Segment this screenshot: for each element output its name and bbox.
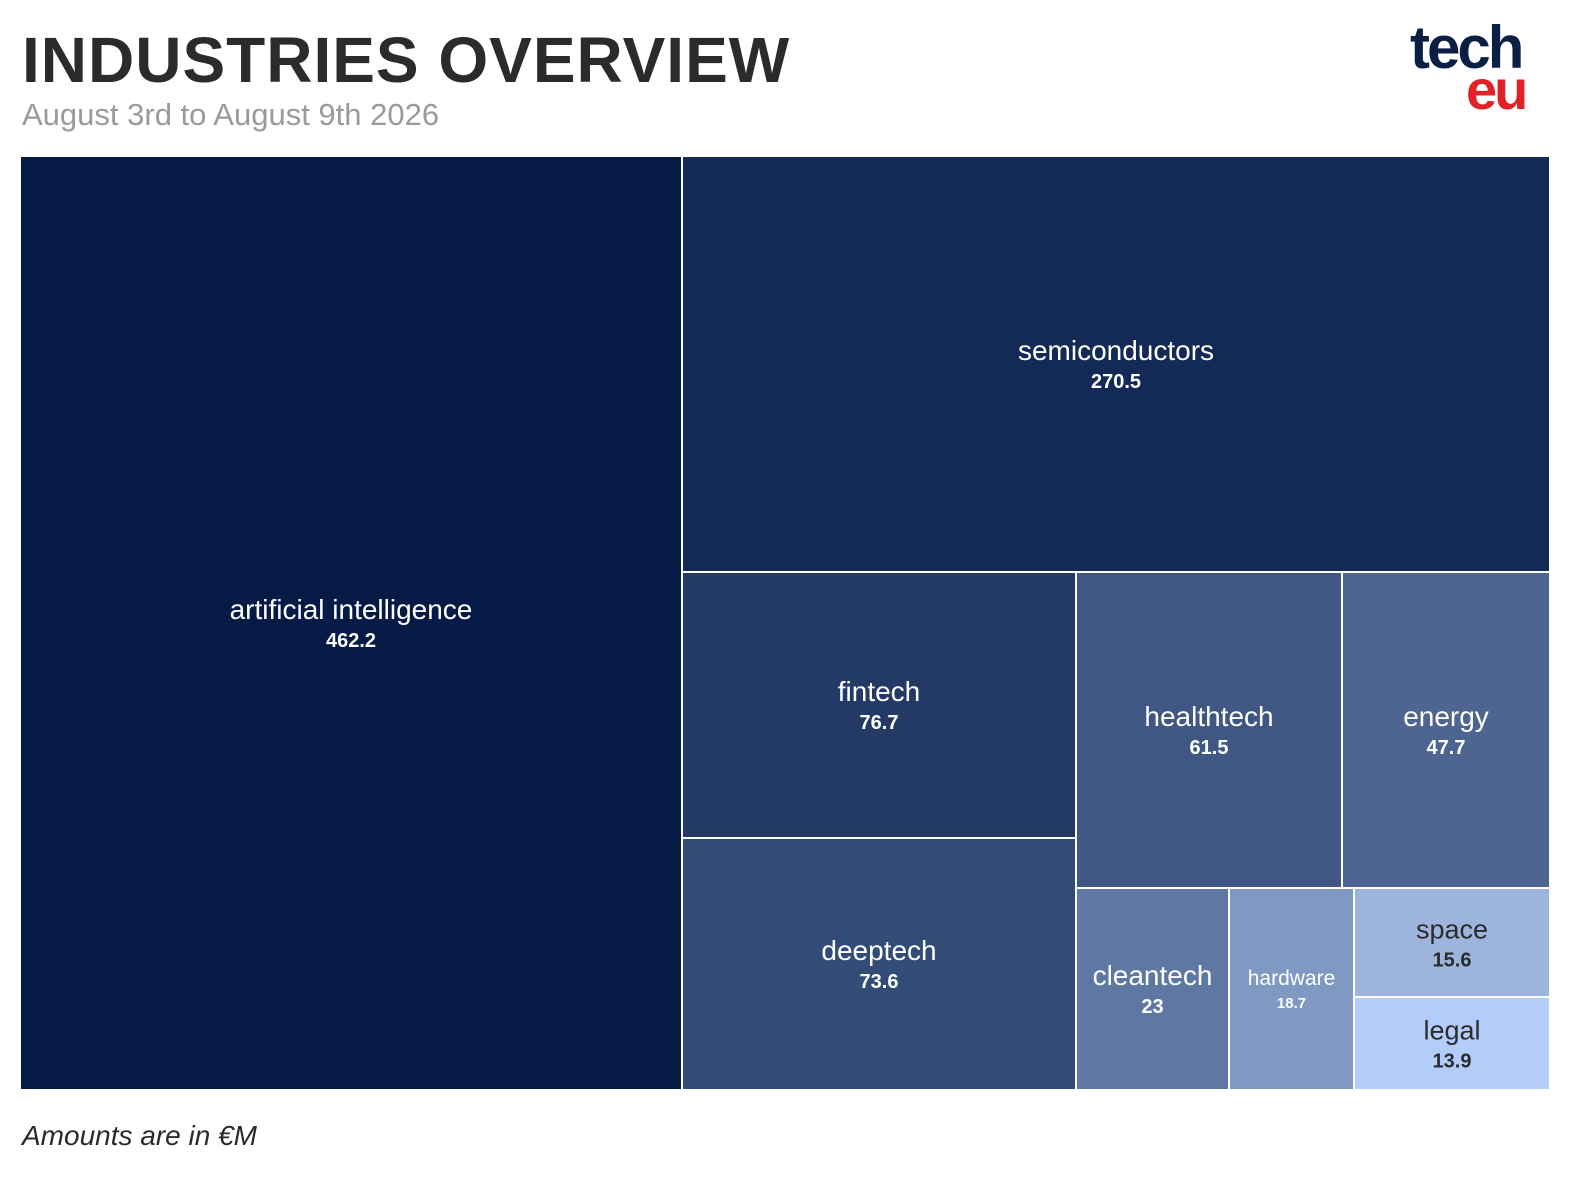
page-title: INDUSTRIES OVERVIEW: [22, 24, 791, 96]
treemap-value-deeptech: 73.6: [860, 971, 899, 993]
treemap-value-space: 15.6: [1433, 950, 1472, 972]
treemap-label-cleantech: cleantech: [1093, 960, 1213, 991]
tech-eu-logo: tech eu: [1408, 18, 1548, 118]
treemap-cell-hardware: [1228, 887, 1355, 1090]
date-range-subtitle: August 3rd to August 9th 2026: [22, 97, 440, 132]
treemap-label-energy: energy: [1403, 701, 1489, 732]
treemap-cell-fintech: [681, 571, 1077, 839]
treemap-value-hardware: 18.7: [1277, 995, 1306, 1012]
logo-text-eu: eu: [1466, 58, 1528, 121]
treemap-value-healthtech: 61.5: [1190, 737, 1229, 759]
treemap-label-semiconductors: semiconductors: [1018, 335, 1214, 366]
treemap-value-semiconductors: 270.5: [1091, 371, 1141, 393]
treemap-cell-artificial-intelligence: [20, 156, 683, 1090]
treemap-label-legal: legal: [1423, 1016, 1480, 1046]
treemap-value-cleantech: 23: [1141, 996, 1163, 1018]
treemap-cell-space: [1353, 887, 1550, 998]
treemap-cell-energy: [1341, 571, 1550, 889]
treemap-label-healthtech: healthtech: [1144, 701, 1273, 732]
treemap-label-deeptech: deeptech: [821, 935, 936, 966]
treemap-label-space: space: [1416, 915, 1488, 945]
treemap-value-legal: 13.9: [1433, 1051, 1472, 1073]
treemap-value-artificial-intelligence: 462.2: [326, 630, 376, 652]
treemap-label-fintech: fintech: [838, 676, 921, 707]
treemap-label-hardware: hardware: [1248, 967, 1336, 990]
treemap-value-energy: 47.7: [1427, 737, 1466, 759]
treemap-label-artificial-intelligence: artificial intelligence: [230, 594, 473, 625]
treemap-cell-semiconductors: [681, 156, 1550, 573]
amounts-footnote: Amounts are in €M: [22, 1120, 257, 1151]
treemap-value-fintech: 76.7: [860, 712, 899, 734]
treemap-cell-cleantech: [1075, 887, 1230, 1090]
treemap-cell-deeptech: [681, 837, 1077, 1090]
logo-text-tech: tech: [1410, 14, 1524, 81]
industries-treemap: artificial intelligence 462.2 semiconducto…: [20, 156, 1550, 1090]
treemap-cell-legal: [1353, 996, 1550, 1090]
